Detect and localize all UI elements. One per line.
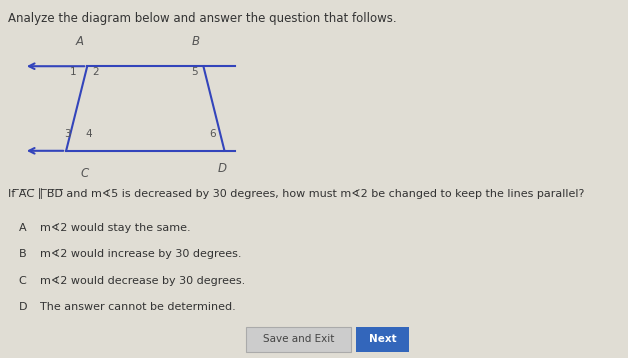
- Text: B: B: [192, 35, 200, 48]
- Text: If ̅A̅C̅ ∥ ̅B̅D̅ and m∢5 is decreased by 30 degrees, how must m∢2 be changed to : If ̅A̅C̅ ∥ ̅B̅D̅ and m∢5 is decreased by…: [8, 188, 585, 199]
- Text: m∢2 would decrease by 30 degrees.: m∢2 would decrease by 30 degrees.: [40, 276, 245, 286]
- Text: D: D: [19, 303, 27, 313]
- Text: D: D: [217, 162, 226, 175]
- Text: B: B: [19, 250, 26, 260]
- Text: 4: 4: [85, 129, 92, 139]
- FancyBboxPatch shape: [246, 327, 351, 352]
- Text: 5: 5: [191, 67, 198, 77]
- Text: 1: 1: [70, 67, 76, 77]
- Text: 6: 6: [210, 129, 216, 139]
- FancyBboxPatch shape: [357, 327, 409, 352]
- Text: A: A: [19, 223, 26, 233]
- Text: 2: 2: [92, 67, 99, 77]
- Text: C: C: [80, 167, 89, 180]
- Text: 3: 3: [65, 129, 71, 139]
- Text: The answer cannot be determined.: The answer cannot be determined.: [40, 303, 236, 313]
- Text: Analyze the diagram below and answer the question that follows.: Analyze the diagram below and answer the…: [8, 11, 397, 25]
- Text: Next: Next: [369, 334, 397, 344]
- Text: m∢2 would increase by 30 degrees.: m∢2 would increase by 30 degrees.: [40, 250, 241, 260]
- Text: C: C: [19, 276, 26, 286]
- Text: Save and Exit: Save and Exit: [263, 334, 334, 344]
- Text: A: A: [75, 35, 84, 48]
- Text: m∢2 would stay the same.: m∢2 would stay the same.: [40, 223, 190, 233]
